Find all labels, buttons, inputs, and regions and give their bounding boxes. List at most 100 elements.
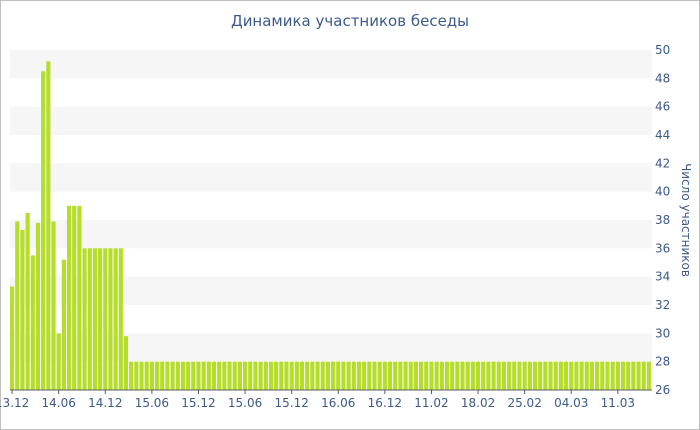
bar	[455, 361, 460, 390]
bar	[579, 361, 584, 390]
bar	[553, 361, 558, 390]
bar	[527, 361, 532, 390]
bar	[491, 361, 496, 390]
x-tick-label: 13.12	[0, 396, 29, 410]
y-tick-label: 38	[655, 213, 670, 227]
bar	[170, 361, 175, 390]
bar	[356, 361, 362, 390]
bar	[532, 361, 538, 390]
bar	[496, 361, 501, 390]
bar	[253, 361, 258, 390]
bar	[434, 361, 439, 390]
x-tick-label: 11.03	[601, 396, 635, 410]
bar	[336, 361, 341, 390]
bar	[51, 221, 56, 390]
y-axis-label: Число участников	[679, 163, 693, 277]
y-tick-label: 44	[655, 128, 670, 142]
bar	[419, 361, 424, 390]
bar	[398, 361, 403, 390]
bar	[460, 361, 465, 390]
bar	[605, 361, 610, 390]
bar	[61, 259, 66, 390]
bar	[274, 361, 279, 390]
y-tick-label: 34	[655, 270, 670, 284]
y-tick-label: 26	[655, 383, 670, 397]
bar	[232, 361, 237, 390]
bar	[574, 361, 579, 390]
bar	[15, 221, 20, 390]
bar	[191, 361, 196, 390]
bar	[429, 361, 434, 390]
bar	[108, 248, 113, 390]
x-tick-label: 25.02	[507, 396, 541, 410]
chart-title: Динамика участников беседы	[230, 12, 470, 30]
y-axis-ticks: 26 28 30 32 34 36 38 40 42 44 46 48 50	[655, 43, 670, 397]
x-tick-label: 16.06	[321, 396, 355, 410]
bar	[589, 361, 595, 390]
bar	[620, 361, 626, 390]
bar	[372, 361, 377, 390]
bar	[211, 361, 217, 390]
bar	[268, 361, 274, 390]
bar	[475, 361, 481, 390]
bar	[631, 361, 636, 390]
bar	[444, 361, 450, 390]
bar	[439, 361, 444, 390]
y-tick-label: 40	[655, 185, 670, 199]
bar	[175, 361, 180, 390]
bar	[279, 361, 284, 390]
x-tick-label: 15.06	[228, 396, 262, 410]
x-tick-label: 15.12	[274, 396, 308, 410]
bar	[41, 71, 46, 390]
bar	[548, 361, 553, 390]
bars	[10, 61, 652, 391]
x-axis-ticks: 13.12 14.06 14.12 15.06 15.12 15.06 15.12 16.06…	[0, 390, 635, 410]
bar	[242, 361, 248, 390]
y-tick-label: 36	[655, 241, 670, 255]
bar	[134, 361, 139, 390]
bar	[103, 248, 108, 390]
bar	[160, 361, 165, 390]
bar	[346, 361, 351, 390]
grid-band	[10, 163, 652, 192]
y-tick-label: 50	[655, 43, 670, 57]
bar	[362, 361, 367, 390]
grid-band	[10, 106, 652, 135]
x-tick-label: 11.02	[414, 396, 448, 410]
bar	[341, 361, 346, 390]
bar	[165, 361, 170, 390]
bar	[237, 361, 242, 390]
grid-band	[10, 50, 652, 79]
bar	[139, 361, 144, 390]
bar	[20, 229, 25, 390]
bar	[331, 361, 336, 390]
bar	[538, 361, 543, 390]
bar	[481, 361, 486, 390]
x-tick-label: 14.12	[88, 396, 122, 410]
bar	[186, 361, 191, 390]
bar	[325, 361, 330, 390]
bar	[294, 361, 299, 390]
bar	[450, 361, 455, 390]
bar	[517, 361, 522, 390]
bar	[367, 361, 372, 390]
bar	[377, 361, 382, 390]
bar	[486, 361, 491, 390]
bar	[403, 361, 408, 390]
bar	[387, 361, 393, 390]
x-tick-label: 15.06	[135, 396, 169, 410]
bar	[563, 361, 569, 390]
bar	[315, 361, 320, 390]
bar	[641, 361, 646, 390]
bar	[113, 248, 118, 390]
bar	[626, 361, 631, 390]
bar	[30, 255, 35, 390]
bar	[82, 248, 87, 390]
bar	[35, 222, 41, 390]
bar	[118, 248, 123, 390]
bar	[217, 361, 222, 390]
x-tick-label: 14.06	[42, 396, 76, 410]
bar	[87, 248, 92, 390]
bar	[129, 361, 134, 390]
